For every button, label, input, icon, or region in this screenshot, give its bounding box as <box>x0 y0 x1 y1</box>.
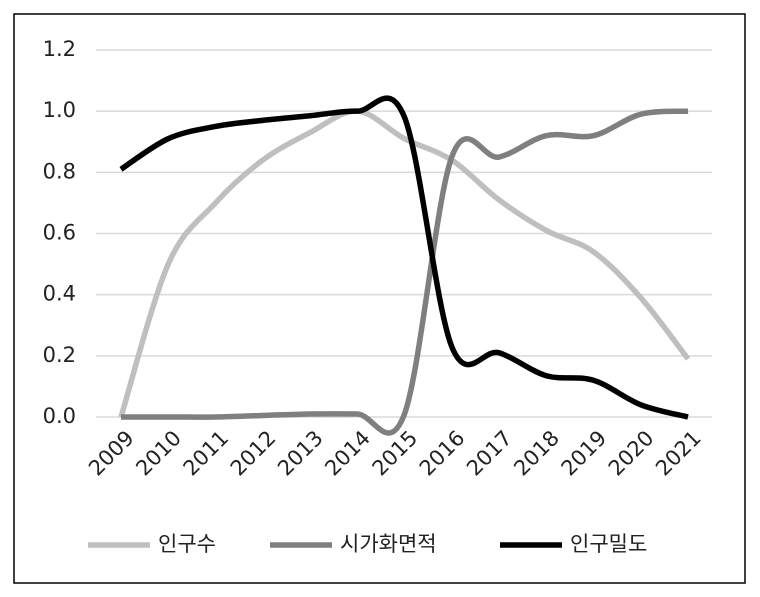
series-line <box>120 108 689 436</box>
series-line <box>119 95 689 420</box>
y-tick-label: 0.4 <box>43 282 76 306</box>
legend-label: 시가화면적 <box>340 532 437 556</box>
legend-label: 인구밀도 <box>570 532 647 556</box>
y-tick-label: 0.2 <box>43 343 76 367</box>
y-tick-label: 1.2 <box>43 37 76 61</box>
series-line <box>118 108 691 418</box>
legend-label: 인구수 <box>158 532 216 556</box>
y-tick-label: 0.6 <box>43 221 76 245</box>
y-tick-label: 1.0 <box>43 98 76 122</box>
y-tick-label: 0.8 <box>43 159 76 183</box>
y-tick-label: 0.0 <box>43 404 76 428</box>
chart-border <box>13 13 746 584</box>
